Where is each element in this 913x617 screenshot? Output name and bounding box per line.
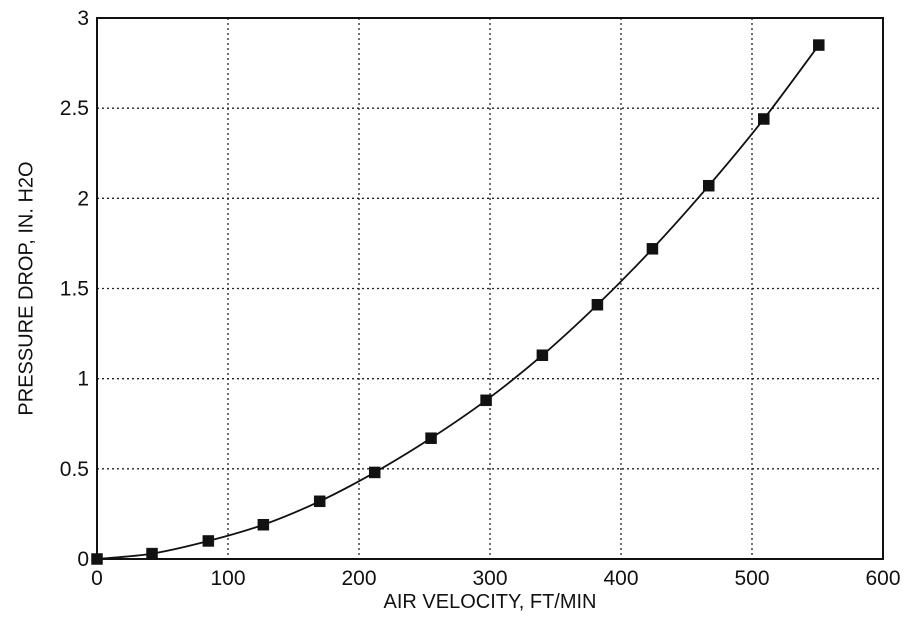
curve-layer <box>96 44 820 560</box>
x-tick-label: 0 <box>91 567 103 590</box>
x-tick-label: 600 <box>865 567 900 590</box>
y-tick-label: 0 <box>77 548 89 571</box>
data-point-marker <box>591 298 604 311</box>
y-tick-label: 3 <box>77 7 89 30</box>
data-point-marker <box>313 495 326 508</box>
data-point-marker <box>813 39 825 51</box>
data-point-marker <box>202 535 215 547</box>
x-tick-label: 200 <box>341 567 376 590</box>
data-point-marker <box>257 518 270 531</box>
data-point-marker <box>91 553 103 565</box>
x-tick-label: 300 <box>472 567 507 590</box>
data-point-marker <box>480 394 492 407</box>
y-tick-label: 2.5 <box>60 97 89 120</box>
x-axis-title: AIR VELOCITY, FT/MIN <box>384 591 597 613</box>
marker-layer <box>91 39 825 565</box>
y-axis-title: PRESSURE DROP, IN. H2O <box>15 161 37 415</box>
data-point-marker <box>758 113 770 125</box>
data-point-marker <box>536 349 549 361</box>
y-tick-labels: 0 0.5 1 1.5 2 2.5 3 <box>60 7 89 571</box>
series-line <box>96 44 820 560</box>
data-point-marker <box>425 432 437 444</box>
data-point-marker <box>368 466 381 479</box>
x-tick-label: 100 <box>210 567 245 590</box>
plot-frame <box>96 17 884 560</box>
data-point-marker <box>646 243 659 255</box>
x-tick-labels: 0 100 200 300 400 500 600 <box>91 567 900 590</box>
y-tick-label: 0.5 <box>60 458 89 481</box>
y-tick-label: 1 <box>77 368 89 391</box>
y-tick-label: 1.5 <box>60 278 89 301</box>
x-tick-label: 400 <box>603 567 638 590</box>
data-point-marker <box>146 547 158 560</box>
data-point-marker <box>703 179 715 192</box>
y-tick-label: 2 <box>77 187 89 210</box>
gridlines <box>97 18 883 559</box>
x-tick-label: 500 <box>734 567 769 590</box>
